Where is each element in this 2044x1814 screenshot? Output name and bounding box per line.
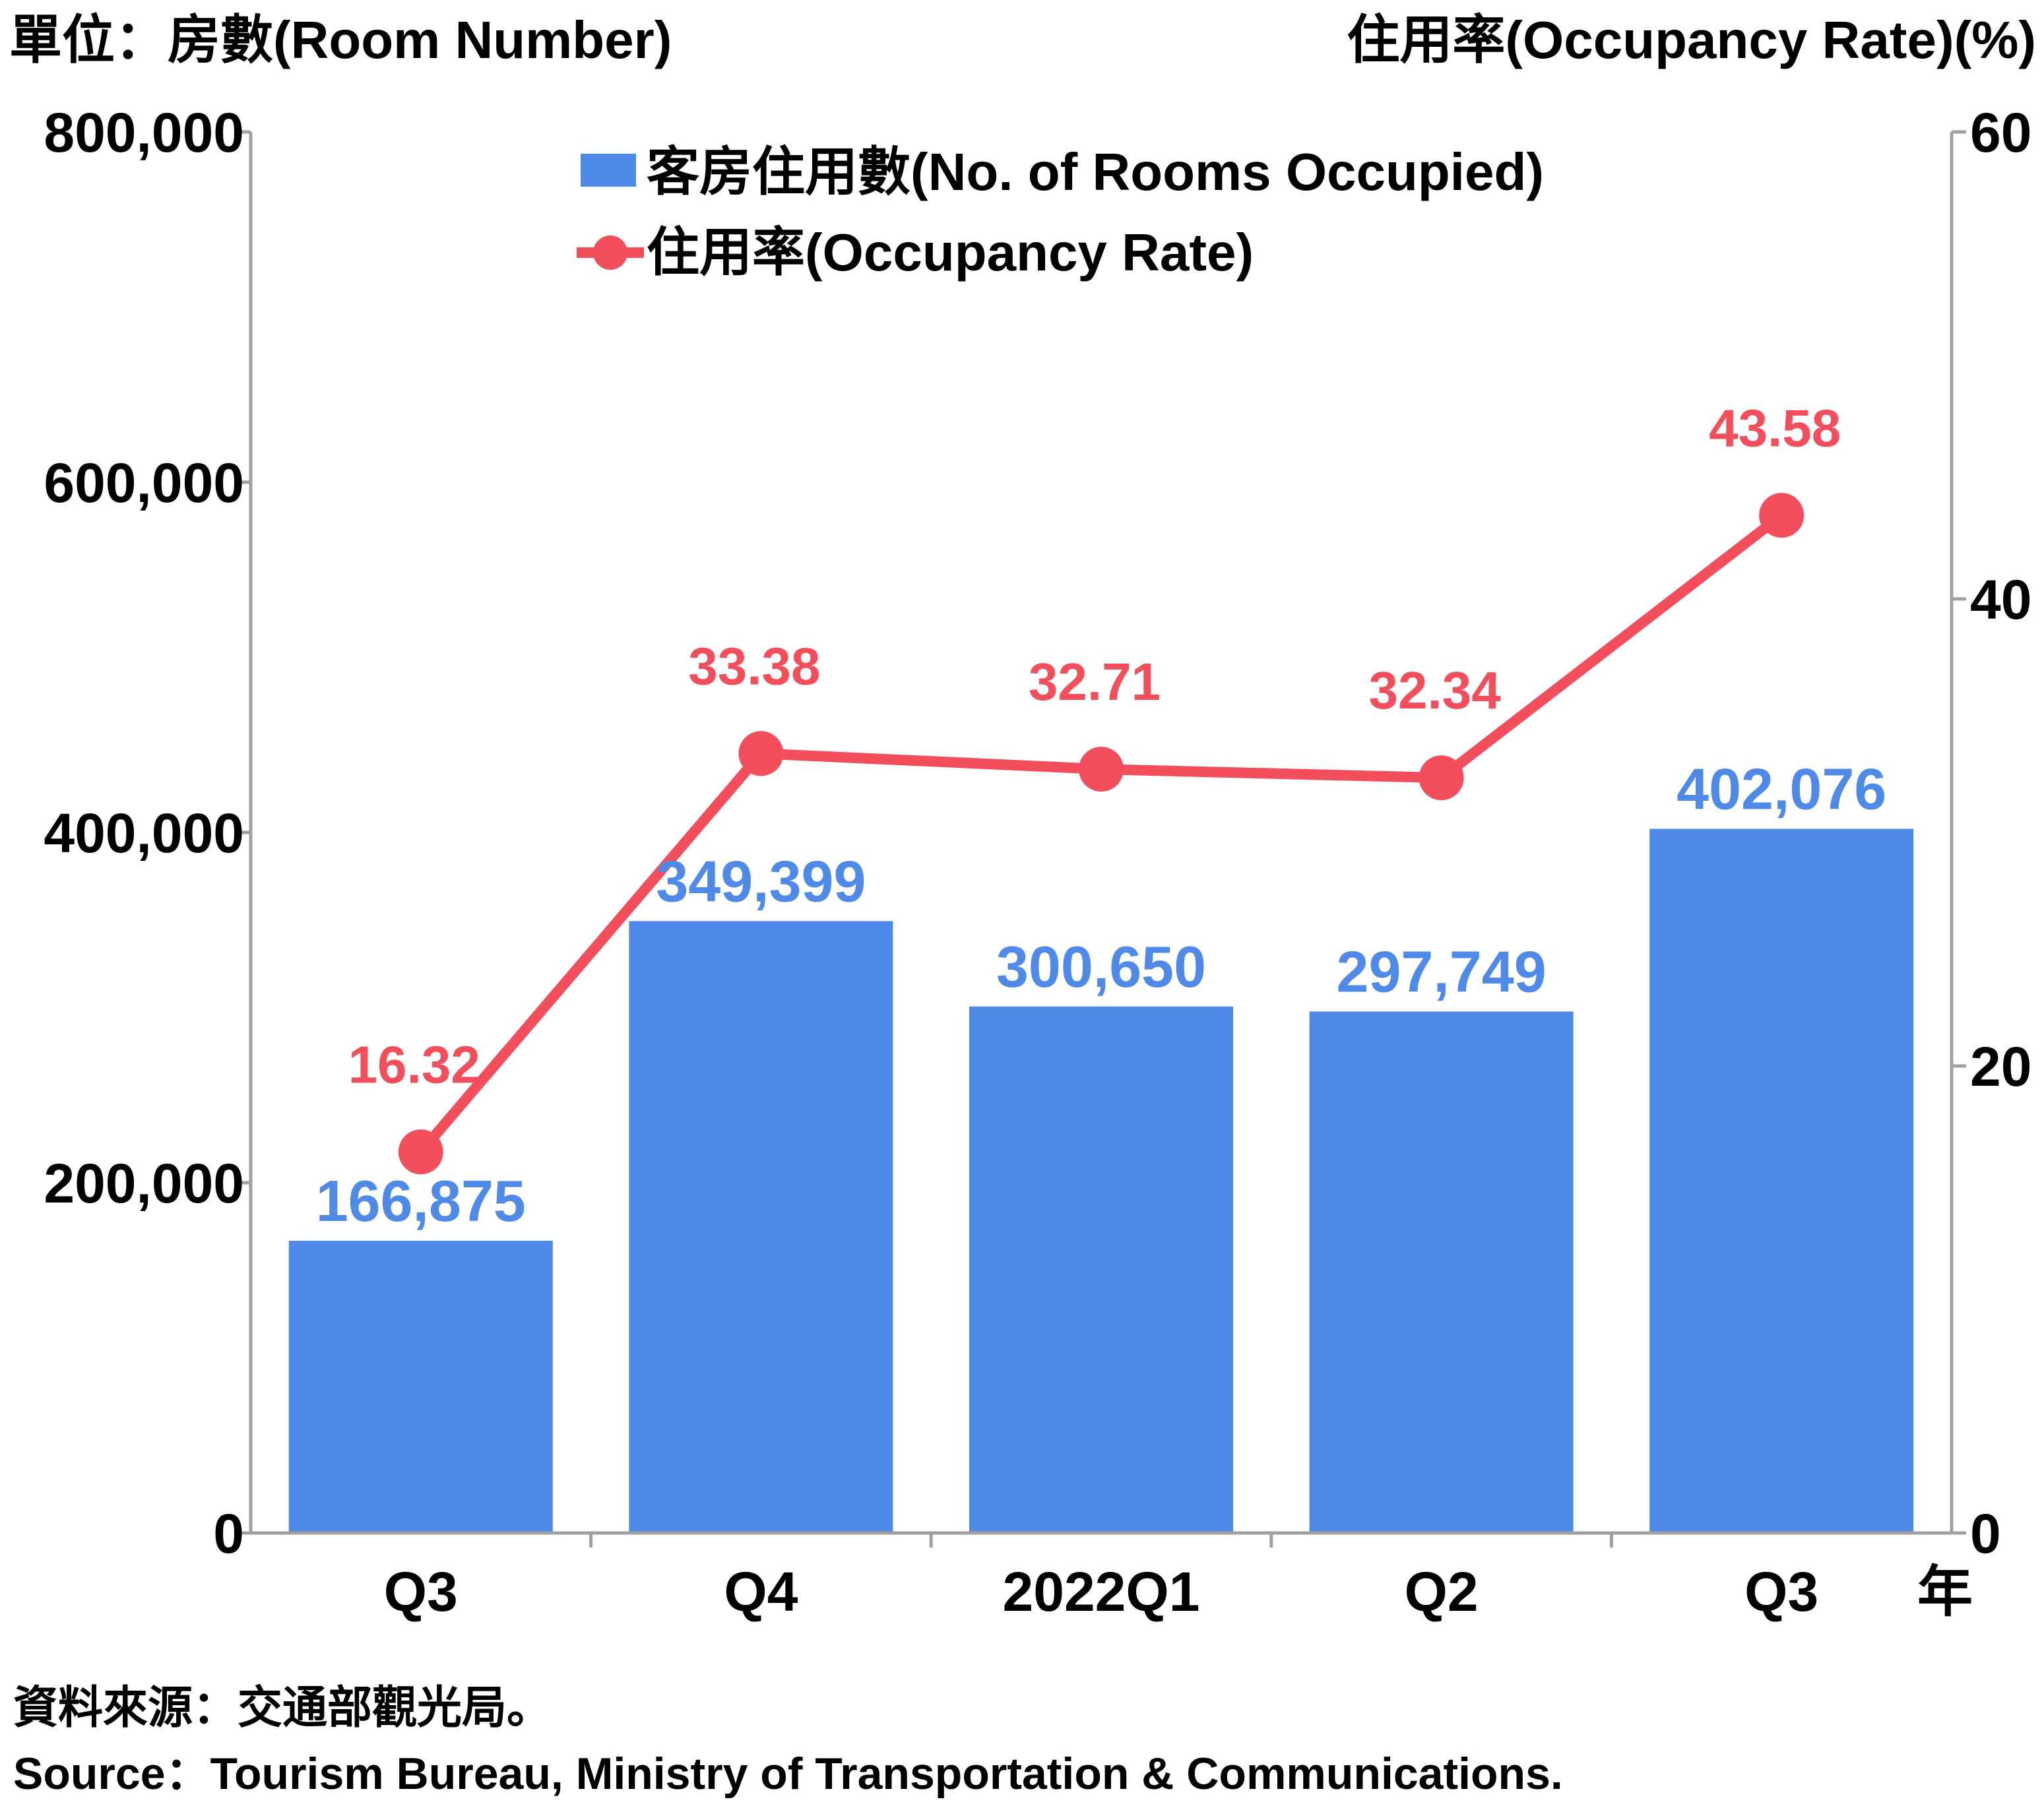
rate-value-label: 16.32	[348, 1035, 480, 1094]
rate-value-label: 32.71	[1029, 652, 1161, 711]
axes-group: 0 200,000 400,000 600,000 800,000 0 20 40 60 Q3 Q4…	[44, 102, 2031, 1623]
rate-line-group	[398, 493, 1804, 1175]
bar-value-label: 349,399	[656, 848, 866, 914]
rate-value-label: 32.34	[1368, 661, 1501, 720]
rate-point-1	[398, 1129, 443, 1175]
rate-point-3	[1079, 747, 1124, 792]
rate-value-label: 33.38	[688, 637, 820, 695]
legend-line-marker	[593, 235, 627, 270]
data-labels-group: 166,875 349,399 300,650 297,749 402,076 16.32…	[316, 398, 1887, 1234]
category-label: Q3	[384, 1561, 458, 1623]
rate-point-2	[738, 731, 784, 776]
legend-bar-swatch	[581, 154, 636, 187]
source-en: Source：Tourism Bureau, Ministry of Trans…	[13, 1749, 1563, 1799]
left-tick-label: 600,000	[44, 452, 244, 514]
category-label: 2022Q1	[1003, 1561, 1200, 1623]
bar-1	[288, 1240, 553, 1533]
bar-value-label: 300,650	[996, 934, 1206, 999]
right-axis-unit-label: 住用率(Occupancy Rate)(%)	[1347, 11, 2036, 69]
legend-line-label: 住用率(Occupancy Rate)	[647, 223, 1254, 282]
bars-group	[288, 829, 1914, 1533]
category-label: Q2	[1405, 1561, 1479, 1623]
bar-5	[1649, 829, 1914, 1533]
left-tick-label: 400,000	[44, 802, 244, 864]
bar-2	[629, 921, 893, 1533]
legend: 客房住用數(No. of Rooms Occupied) 住用率(Occupan…	[577, 142, 1544, 282]
left-tick-label: 0	[213, 1503, 244, 1565]
left-axis-unit-label: 單位：房數(Room Number)	[9, 11, 672, 69]
left-tick-label: 200,000	[44, 1152, 244, 1214]
rate-point-5	[1759, 493, 1804, 538]
rate-value-label: 43.58	[1709, 398, 1841, 457]
bar-value-label: 297,749	[1337, 939, 1547, 1004]
source-zh: 資料來源：交通部觀光局。	[13, 1683, 552, 1733]
right-tick-label: 40	[1970, 569, 2031, 631]
legend-bar-label: 客房住用數(No. of Rooms Occupied)	[647, 142, 1544, 201]
right-tick-label: 20	[1970, 1036, 2031, 1098]
right-tick-label: 60	[1970, 102, 2031, 164]
year-label: 年	[1917, 1561, 1973, 1623]
category-label: Q3	[1744, 1561, 1818, 1623]
bar-value-label: 166,875	[316, 1168, 526, 1234]
left-tick-label: 800,000	[44, 102, 244, 164]
bar-4	[1309, 1011, 1574, 1533]
right-tick-label: 0	[1970, 1503, 2001, 1565]
bar-value-label: 402,076	[1677, 756, 1886, 821]
bar-3	[969, 1006, 1233, 1533]
category-label: Q4	[724, 1561, 798, 1623]
rate-point-4	[1419, 755, 1464, 801]
